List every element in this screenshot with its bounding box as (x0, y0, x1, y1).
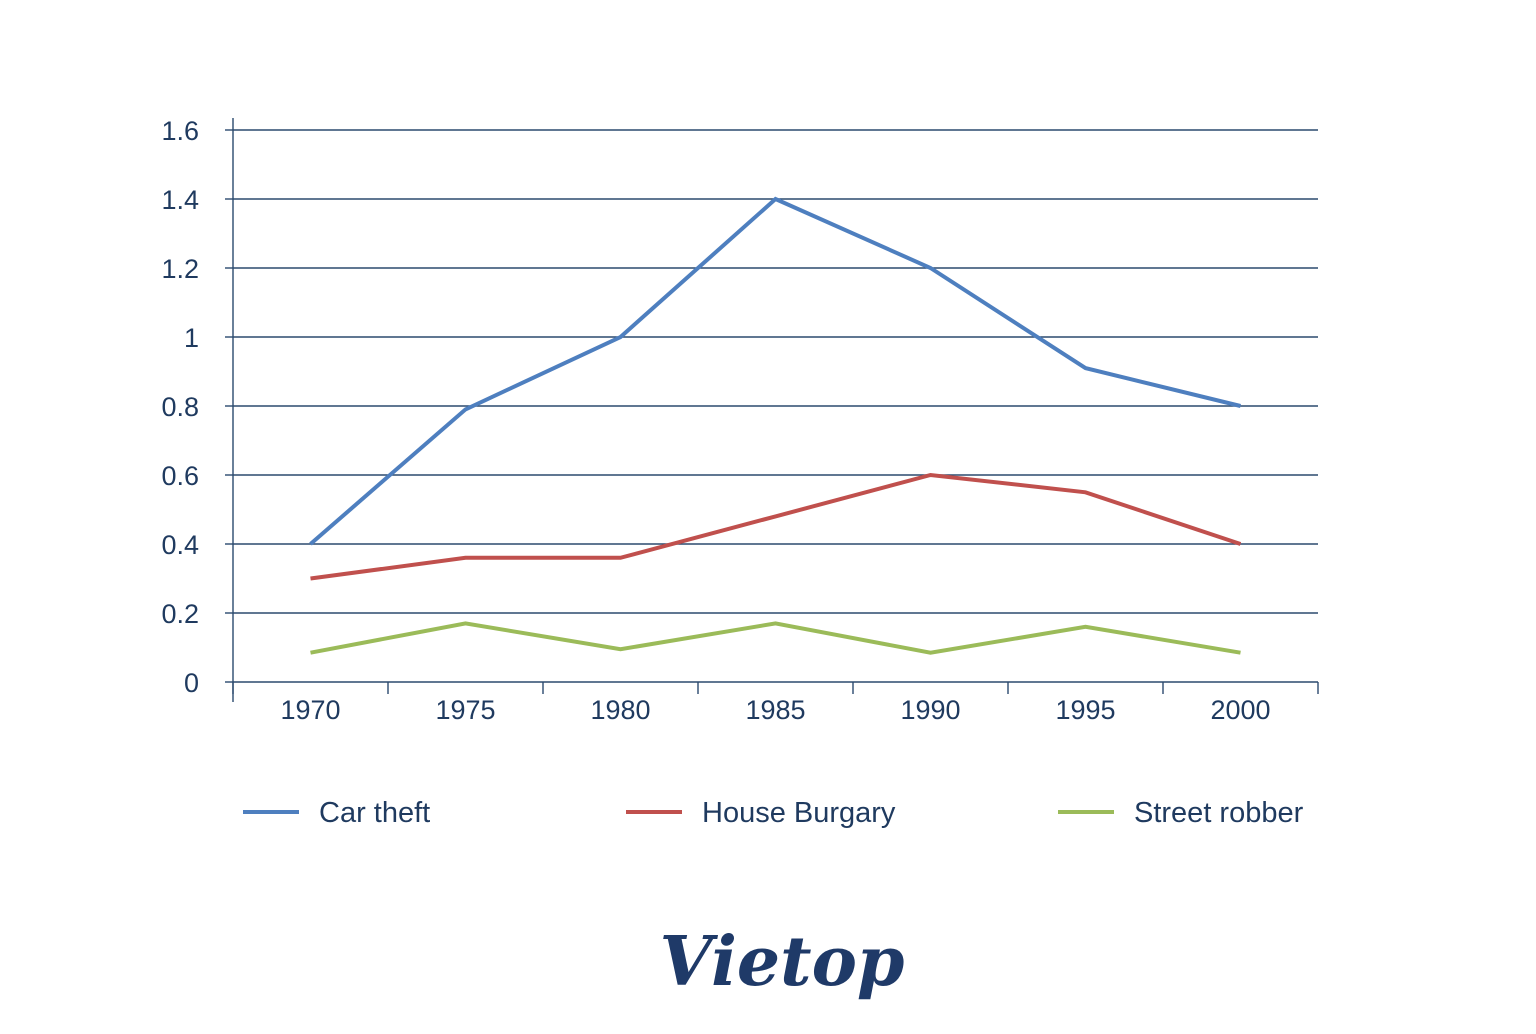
legend-label: Street robber (1134, 797, 1304, 829)
y-tick-label: 0.8 (161, 392, 199, 422)
y-tick-label: 1.4 (161, 185, 199, 215)
x-tick-label: 1975 (435, 695, 495, 725)
x-tick-label: 2000 (1210, 695, 1270, 725)
y-tick-label: 1 (184, 323, 199, 353)
gridlines (233, 130, 1318, 613)
y-tick-label: 1.2 (161, 254, 199, 284)
x-tick-label: 1985 (745, 695, 805, 725)
series-line (311, 199, 1241, 544)
series-line (311, 623, 1241, 652)
y-tick-label: 0 (184, 668, 199, 698)
logo-wordmark: Vietop (660, 922, 905, 1002)
y-tick-label: 0.6 (161, 461, 199, 491)
axes: 0 0.2 0.4 0.6 0.8 1 1.2 1.4 1.6 1970 1975 1980 1985 1… (161, 116, 1318, 725)
y-tick-label: 0.4 (161, 530, 199, 560)
legend: Car theft House Burgary Street robber (243, 797, 1304, 829)
x-tick-label: 1995 (1055, 695, 1115, 725)
y-tick-label: 1.6 (161, 116, 199, 146)
series-line (311, 475, 1241, 579)
x-tick-label: 1990 (900, 695, 960, 725)
vietop-logo: Vietop (660, 922, 905, 1002)
y-tick-label: 0.2 (161, 599, 199, 629)
x-tick-label: 1980 (590, 695, 650, 725)
series-lines (310, 199, 1240, 653)
legend-label: House Burgary (702, 797, 896, 829)
legend-label: Car theft (319, 797, 430, 829)
x-tick-label: 1970 (280, 695, 340, 725)
